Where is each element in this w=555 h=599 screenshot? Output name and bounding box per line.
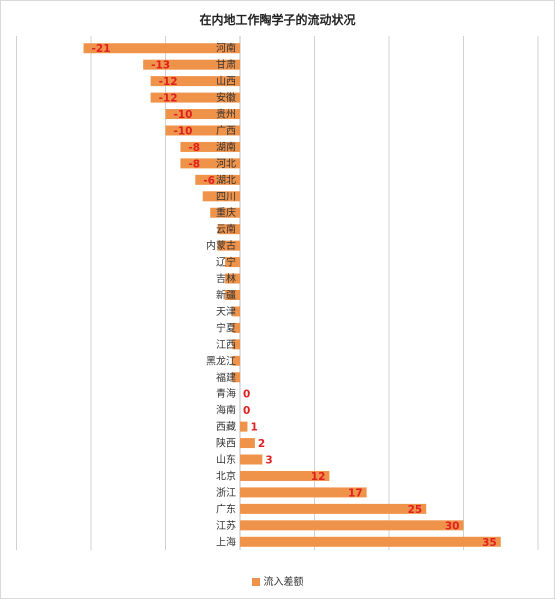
legend-swatch xyxy=(251,578,260,586)
category-label: 青海 xyxy=(216,387,236,400)
data-label: 2 xyxy=(258,438,265,450)
data-label: 30 xyxy=(445,520,460,532)
category-label: 安徽 xyxy=(216,91,236,104)
category-label: 江西 xyxy=(216,339,236,351)
bar xyxy=(232,306,240,317)
data-label: 12 xyxy=(311,471,326,483)
category-label: 西藏 xyxy=(216,421,236,433)
category-label: 山西 xyxy=(216,76,236,88)
category-label: 辽宁 xyxy=(216,256,236,269)
bar xyxy=(240,454,263,465)
category-label: 海南 xyxy=(216,404,236,417)
category-label: 山东 xyxy=(216,453,236,466)
category-label: 黑龙江 xyxy=(206,354,236,367)
category-label: 吉林 xyxy=(216,272,236,285)
bar xyxy=(165,109,240,120)
data-label: -10 xyxy=(174,109,193,121)
category-label: 贵州 xyxy=(216,108,236,121)
data-label: 1 xyxy=(250,422,257,434)
category-label: 湖南 xyxy=(216,140,236,153)
data-label: 17 xyxy=(348,487,363,499)
bar xyxy=(195,174,240,185)
bar xyxy=(240,520,464,531)
category-label: 重庆 xyxy=(216,206,236,219)
category-label: 云南 xyxy=(216,223,236,236)
bar xyxy=(240,438,255,449)
legend: 流入差额 xyxy=(1,573,554,588)
category-label: 宁夏 xyxy=(216,321,236,334)
data-label: 25 xyxy=(408,504,423,516)
bar xyxy=(240,487,367,498)
category-label: 陕西 xyxy=(216,437,236,450)
bar xyxy=(217,224,240,235)
category-label: 江苏 xyxy=(216,519,236,532)
data-label: -12 xyxy=(159,76,178,88)
data-label: -8 xyxy=(188,142,200,154)
bar xyxy=(232,355,240,366)
bar xyxy=(240,421,248,432)
bar xyxy=(240,503,427,514)
chart-title: 在内地工作陶学子的流动状况 xyxy=(199,13,356,27)
bars xyxy=(83,43,501,547)
bar xyxy=(165,125,240,136)
bar xyxy=(83,43,240,54)
data-label: -13 xyxy=(151,60,170,72)
legend-label: 流入差额 xyxy=(263,577,304,588)
category-label: 四川 xyxy=(216,192,236,203)
bar xyxy=(225,273,240,284)
data-label: -12 xyxy=(159,93,178,105)
category-label: 甘肃 xyxy=(216,58,236,71)
category-label: 广东 xyxy=(216,502,236,515)
bar xyxy=(232,322,240,333)
data-label: -6 xyxy=(203,175,215,187)
category-label: 河北 xyxy=(216,158,236,170)
grid-lines xyxy=(16,36,539,550)
data-label: -21 xyxy=(92,43,111,55)
category-label: 浙江 xyxy=(216,487,236,499)
category-label: 广西 xyxy=(216,125,236,137)
data-label: 3 xyxy=(265,455,272,467)
bar xyxy=(232,339,240,350)
bar xyxy=(143,59,240,70)
bar xyxy=(210,207,240,218)
category-label: 北京 xyxy=(216,469,236,482)
category-label: 福建 xyxy=(216,371,236,384)
bar xyxy=(217,240,240,251)
data-label: -10 xyxy=(174,125,193,137)
bar xyxy=(240,536,501,547)
data-label: 0 xyxy=(243,389,250,401)
category-label: 内蒙古 xyxy=(206,239,236,252)
category-labels: 河南甘肃山西安徽贵州广西湖南河北湖北四川重庆云南内蒙古辽宁吉林新疆天津宁夏江西黑… xyxy=(206,42,236,549)
data-label: 0 xyxy=(243,405,250,417)
bar xyxy=(240,470,330,481)
category-label: 天津 xyxy=(216,306,236,318)
bar xyxy=(150,92,240,103)
category-label: 湖北 xyxy=(216,174,236,186)
category-label: 新疆 xyxy=(216,289,236,302)
bar xyxy=(232,372,240,383)
bar xyxy=(202,191,240,202)
category-label: 河南 xyxy=(216,42,236,55)
data-label: 35 xyxy=(482,537,497,549)
category-label: 上海 xyxy=(216,535,236,548)
bar xyxy=(225,257,240,268)
data-label: -8 xyxy=(188,158,200,170)
bar xyxy=(180,158,240,169)
bar xyxy=(225,290,240,300)
bar xyxy=(180,141,240,152)
bar xyxy=(150,76,240,87)
